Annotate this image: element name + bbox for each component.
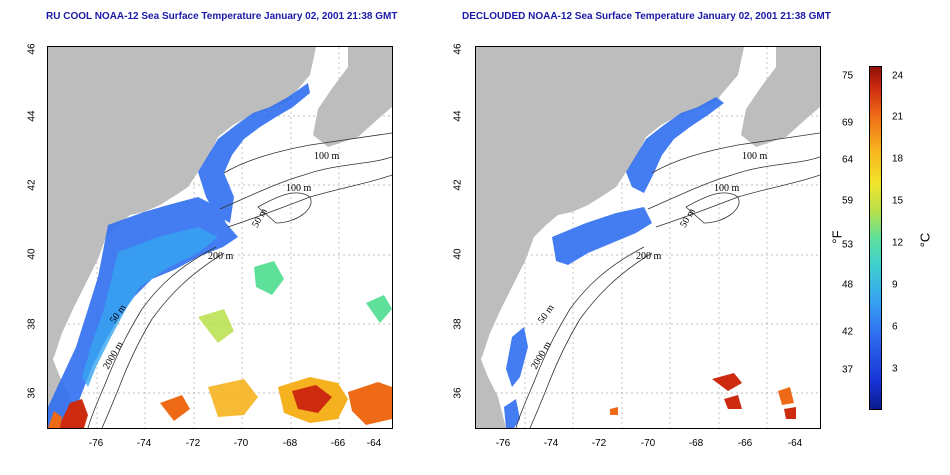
left-map-title: RU COOL NOAA-12 Sea Surface Temperature … <box>46 11 398 22</box>
y-tick-label: 36 <box>452 387 464 399</box>
colorbar-c-tick: 15 <box>892 195 904 207</box>
y-tick-label: 36 <box>26 387 38 399</box>
land-mass <box>476 47 820 428</box>
contour-label: 100 m <box>714 183 740 194</box>
colorbar-c-tick: 9 <box>892 279 898 291</box>
x-tick-label: -64 <box>366 438 382 449</box>
sst-map-raw: 100 m 100 m 50 m 200 m 50 m 2000 m <box>47 46 393 429</box>
x-tick-label: -74 <box>136 438 152 449</box>
y-tick-label: 40 <box>452 248 464 260</box>
x-tick-label: -76 <box>495 438 511 449</box>
y-tick-label: 38 <box>452 318 464 330</box>
colorbar-f-tick: 53 <box>842 239 854 251</box>
sst-map-declouded: 100 m 100 m 50 m 200 m 50 m 2000 m <box>475 46 821 429</box>
fahrenheit-unit-label: °F <box>829 230 845 244</box>
bathymetry-contours <box>515 132 820 428</box>
x-tick-label: -66 <box>737 438 753 449</box>
contour-label: 2000 m <box>529 340 554 372</box>
x-tick-label: -68 <box>282 438 298 449</box>
contour-label: 50 m <box>678 206 698 229</box>
sst-map-declouded-canvas: 100 m 100 m 50 m 200 m 50 m 2000 m <box>476 47 820 428</box>
right-map-title: DECLOUDED NOAA-12 Sea Surface Temperatur… <box>462 11 831 22</box>
x-tick-label: -70 <box>640 438 656 449</box>
y-tick-label: 42 <box>452 179 464 191</box>
x-tick-label: -74 <box>543 438 559 449</box>
contour-label: 50 m <box>250 206 270 229</box>
y-tick-label: 46 <box>26 43 38 55</box>
sst-map-raw-canvas: 100 m 100 m 50 m 200 m 50 m 2000 m <box>48 47 392 428</box>
colorbar-c-tick: 6 <box>892 321 898 333</box>
celsius-unit-label: °C <box>917 232 933 248</box>
sst-mid-water <box>82 227 218 387</box>
y-tick-label: 42 <box>26 179 38 191</box>
colorbar-f-tick: 75 <box>842 70 854 82</box>
colorbar-c-tick: 12 <box>892 237 904 249</box>
contour-label: 200 m <box>208 251 234 262</box>
x-tick-label: -70 <box>233 438 249 449</box>
contour-label: 50 m <box>536 303 557 326</box>
colorbar-c-tick: 18 <box>892 153 904 165</box>
x-tick-label: -66 <box>330 438 346 449</box>
contour-label: 100 m <box>742 151 768 162</box>
sst-cold-water <box>504 97 724 428</box>
x-tick-label: -68 <box>688 438 704 449</box>
sst-warm-patches <box>610 373 796 419</box>
colorbar-f-tick: 42 <box>842 326 854 338</box>
y-tick-label: 46 <box>452 43 464 55</box>
x-tick-label: -72 <box>591 438 607 449</box>
bathymetry-contours <box>87 132 392 428</box>
y-tick-label: 38 <box>26 318 38 330</box>
colorbar-f-tick: 37 <box>842 364 854 376</box>
colorbar-f-tick: 69 <box>842 117 854 129</box>
colorbar-c-tick: 24 <box>892 70 904 82</box>
x-tick-label: -72 <box>185 438 201 449</box>
y-tick-label: 44 <box>26 110 38 122</box>
x-tick-label: -64 <box>787 438 803 449</box>
contour-label: 100 m <box>286 183 312 194</box>
contour-label: 200 m <box>636 251 662 262</box>
colorbar-f-tick: 64 <box>842 154 854 166</box>
x-tick-label: -76 <box>88 438 104 449</box>
colorbar-c-tick: 3 <box>892 363 898 375</box>
temperature-colorbar <box>869 66 882 410</box>
y-tick-label: 40 <box>26 248 38 260</box>
colorbar-c-tick: 21 <box>892 111 904 123</box>
contour-label: 100 m <box>314 151 340 162</box>
y-tick-label: 44 <box>452 110 464 122</box>
colorbar-f-tick: 59 <box>842 195 854 207</box>
colorbar-f-tick: 48 <box>842 279 854 291</box>
sst-warm-patches <box>48 261 392 428</box>
